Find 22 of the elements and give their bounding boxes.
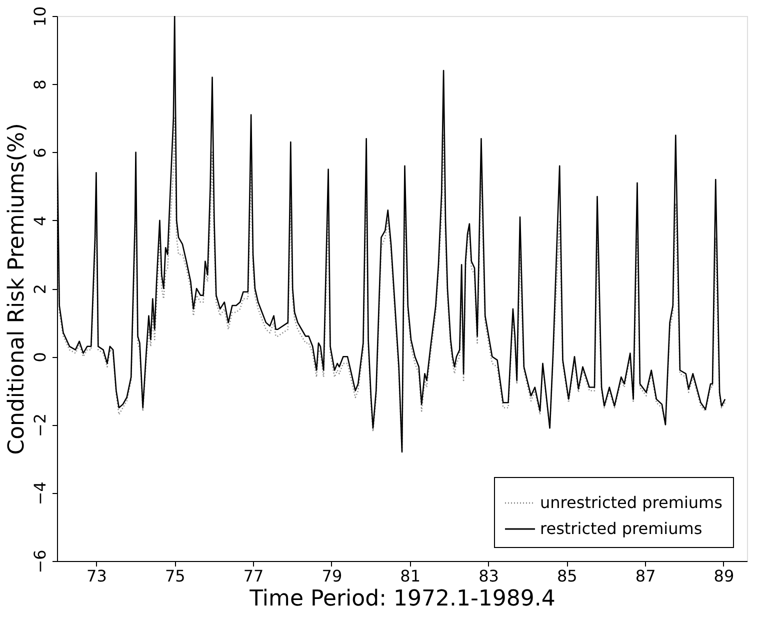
x-tick-label: 87 xyxy=(635,566,656,586)
y-axis-title: Conditional Risk Premiums(%) xyxy=(4,123,30,455)
legend-label: unrestricted premiums xyxy=(540,493,722,512)
y-tick-label: 2 xyxy=(30,284,50,294)
x-tick-label: 73 xyxy=(86,566,107,586)
x-tick-label: 83 xyxy=(478,566,499,586)
y-tick-label: −2 xyxy=(30,413,50,438)
x-tick-label: 81 xyxy=(400,566,421,586)
x-axis-title: Time Period: 1972.1-1989.4 xyxy=(248,586,556,612)
y-tick-label: 8 xyxy=(30,80,50,90)
x-tick-label: 75 xyxy=(164,566,186,586)
y-tick-label: 4 xyxy=(30,216,50,226)
x-tick-label: 85 xyxy=(556,566,578,586)
y-tick-label: −4 xyxy=(30,482,50,506)
y-tick-label: −6 xyxy=(30,550,50,574)
y-tick-label: 0 xyxy=(30,352,50,362)
x-tick-label: 79 xyxy=(322,566,342,586)
legend-label: restricted premiums xyxy=(540,519,702,538)
y-tick-label: 10 xyxy=(30,6,50,27)
x-tick-label: 77 xyxy=(243,566,264,586)
x-tick-label: 89 xyxy=(714,566,734,586)
y-tick-label: 6 xyxy=(30,148,50,158)
